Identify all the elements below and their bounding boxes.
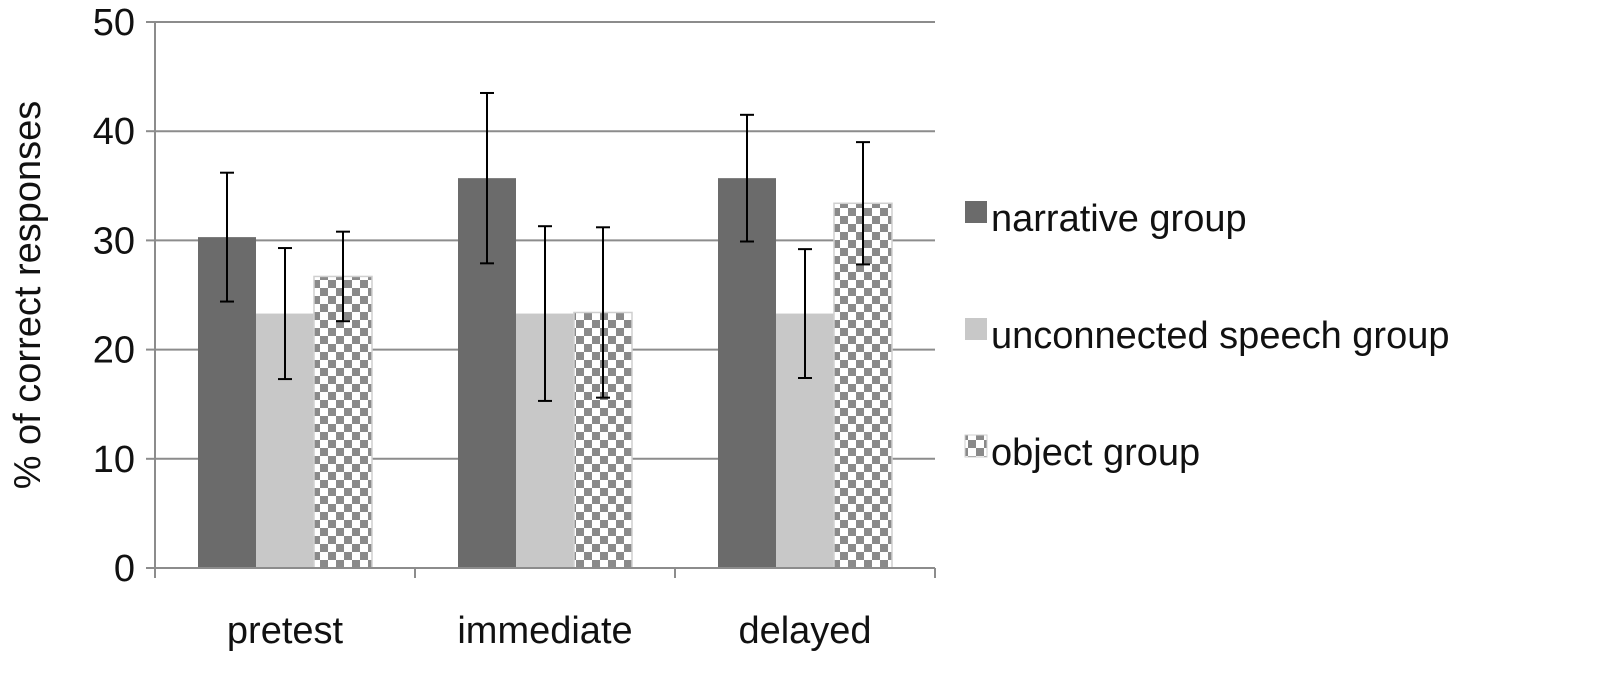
x-category-label: immediate <box>457 610 632 652</box>
error-bar <box>538 225 552 402</box>
bar-narrative-group-delayed <box>718 178 776 568</box>
error-bar <box>856 141 870 266</box>
axes <box>146 21 936 578</box>
y-axis-title: % of correct responses <box>7 101 49 490</box>
y-tick-label: 50 <box>93 2 135 44</box>
error-bar <box>278 247 292 381</box>
legend-swatch <box>964 434 988 458</box>
legend-swatch <box>965 201 987 223</box>
axis-labels: 0 10 20 30 40 50 pretest immediate delayed <box>93 2 872 652</box>
y-tick-label: 40 <box>93 111 135 153</box>
x-category-label: pretest <box>227 610 344 652</box>
bars <box>198 178 893 569</box>
legend-swatch <box>965 318 987 340</box>
x-category-label: delayed <box>738 610 871 652</box>
legend-item: narrative group <box>965 198 1247 240</box>
legend-label: object group <box>991 432 1200 474</box>
error-bar <box>336 230 350 323</box>
y-tick-label: 0 <box>114 548 135 590</box>
legend-item: unconnected speech group <box>965 315 1449 357</box>
error-bar <box>740 113 754 243</box>
error-bar <box>596 226 610 399</box>
legend: narrative group unconnected speech group o… <box>964 198 1449 474</box>
legend-label: unconnected speech group <box>991 315 1449 357</box>
legend-item: object group <box>964 432 1200 474</box>
error-bar <box>220 171 234 303</box>
error-bar <box>480 91 494 265</box>
y-tick-label: 10 <box>93 439 135 481</box>
error-bars <box>220 91 870 402</box>
bar-object-group-pretest <box>313 275 373 569</box>
y-tick-label: 30 <box>93 220 135 262</box>
error-bar <box>798 248 812 379</box>
legend-label: narrative group <box>991 198 1247 240</box>
y-tick-label: 20 <box>93 330 135 372</box>
